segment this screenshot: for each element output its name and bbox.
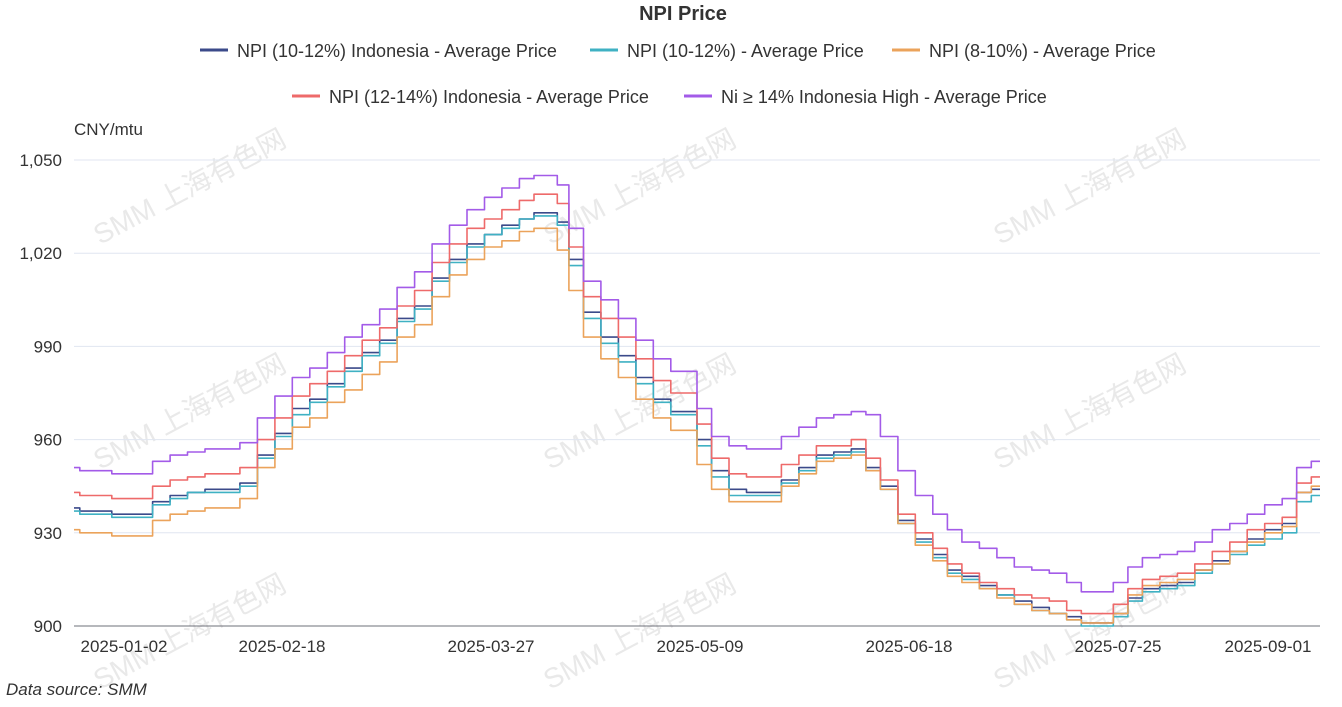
- series-line-4: [74, 193, 1320, 615]
- watermark-text: SMM 上海有色网: [88, 123, 291, 250]
- chart-grid: [74, 159, 1320, 627]
- y-axis-unit-label: CNY/mtu: [74, 120, 143, 139]
- x-tick-label: 2025-09-01: [1225, 637, 1312, 656]
- y-axis-ticks: 1,050 1,020 990 960 930 900: [19, 151, 62, 636]
- legend-item-5: Ni ≥ 14% Indonesia High - Average Price: [684, 87, 1047, 107]
- x-tick-label: 2025-07-25: [1075, 637, 1162, 656]
- legend-label: NPI (8-10%) - Average Price: [929, 41, 1156, 61]
- data-source-note: Data source: SMM: [6, 680, 147, 699]
- series-line-2: [74, 215, 1320, 627]
- legend-label: NPI (10-12%) Indonesia - Average Price: [237, 41, 557, 61]
- series-line-3: [74, 227, 1320, 624]
- x-tick-label: 2025-01-02: [81, 637, 168, 656]
- y-tick-label: 1,050: [19, 151, 62, 170]
- watermark-layer: SMM 上海有色网 SMM 上海有色网 SMM 上海有色网 SMM 上海有色网 SMM …: [88, 123, 1191, 695]
- x-tick-label: 2025-06-18: [866, 637, 953, 656]
- watermark-text: SMM 上海有色网: [988, 348, 1191, 475]
- watermark-text: SMM 上海有色网: [88, 348, 291, 475]
- y-tick-label: 930: [34, 524, 62, 543]
- legend-item-3: NPI (8-10%) - Average Price: [892, 41, 1156, 61]
- y-tick-label: 1,020: [19, 244, 62, 263]
- chart-title: NPI Price: [639, 3, 727, 25]
- watermark-text: SMM 上海有色网: [538, 348, 741, 475]
- legend-item-2: NPI (10-12%) - Average Price: [590, 41, 864, 61]
- watermark-text: SMM 上海有色网: [538, 568, 741, 695]
- y-tick-label: 900: [34, 617, 62, 636]
- x-tick-label: 2025-05-09: [657, 637, 744, 656]
- chart-series: [74, 174, 1320, 627]
- legend-label: Ni ≥ 14% Indonesia High - Average Price: [721, 87, 1047, 107]
- legend-label: NPI (10-12%) - Average Price: [627, 41, 864, 61]
- y-tick-label: 990: [34, 337, 62, 356]
- x-tick-label: 2025-02-18: [239, 637, 326, 656]
- series-line-5: [74, 174, 1320, 593]
- legend-label: NPI (12-14%) Indonesia - Average Price: [329, 87, 649, 107]
- watermark-text: SMM 上海有色网: [988, 123, 1191, 250]
- x-tick-label: 2025-03-27: [448, 637, 535, 656]
- x-axis-ticks: 2025-01-02 2025-02-18 2025-03-27 2025-05-09…: [81, 637, 1312, 656]
- legend-item-4: NPI (12-14%) Indonesia - Average Price: [292, 87, 649, 107]
- legend-item-1: NPI (10-12%) Indonesia - Average Price: [200, 41, 557, 61]
- chart-legend: NPI (10-12%) Indonesia - Average Price NP…: [200, 41, 1156, 107]
- y-tick-label: 960: [34, 431, 62, 450]
- watermark-text: SMM 上海有色网: [88, 568, 291, 695]
